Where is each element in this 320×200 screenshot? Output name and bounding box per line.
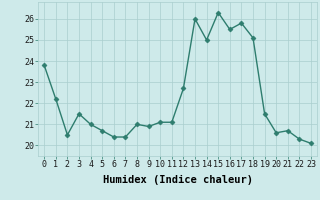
- X-axis label: Humidex (Indice chaleur): Humidex (Indice chaleur): [103, 175, 252, 185]
